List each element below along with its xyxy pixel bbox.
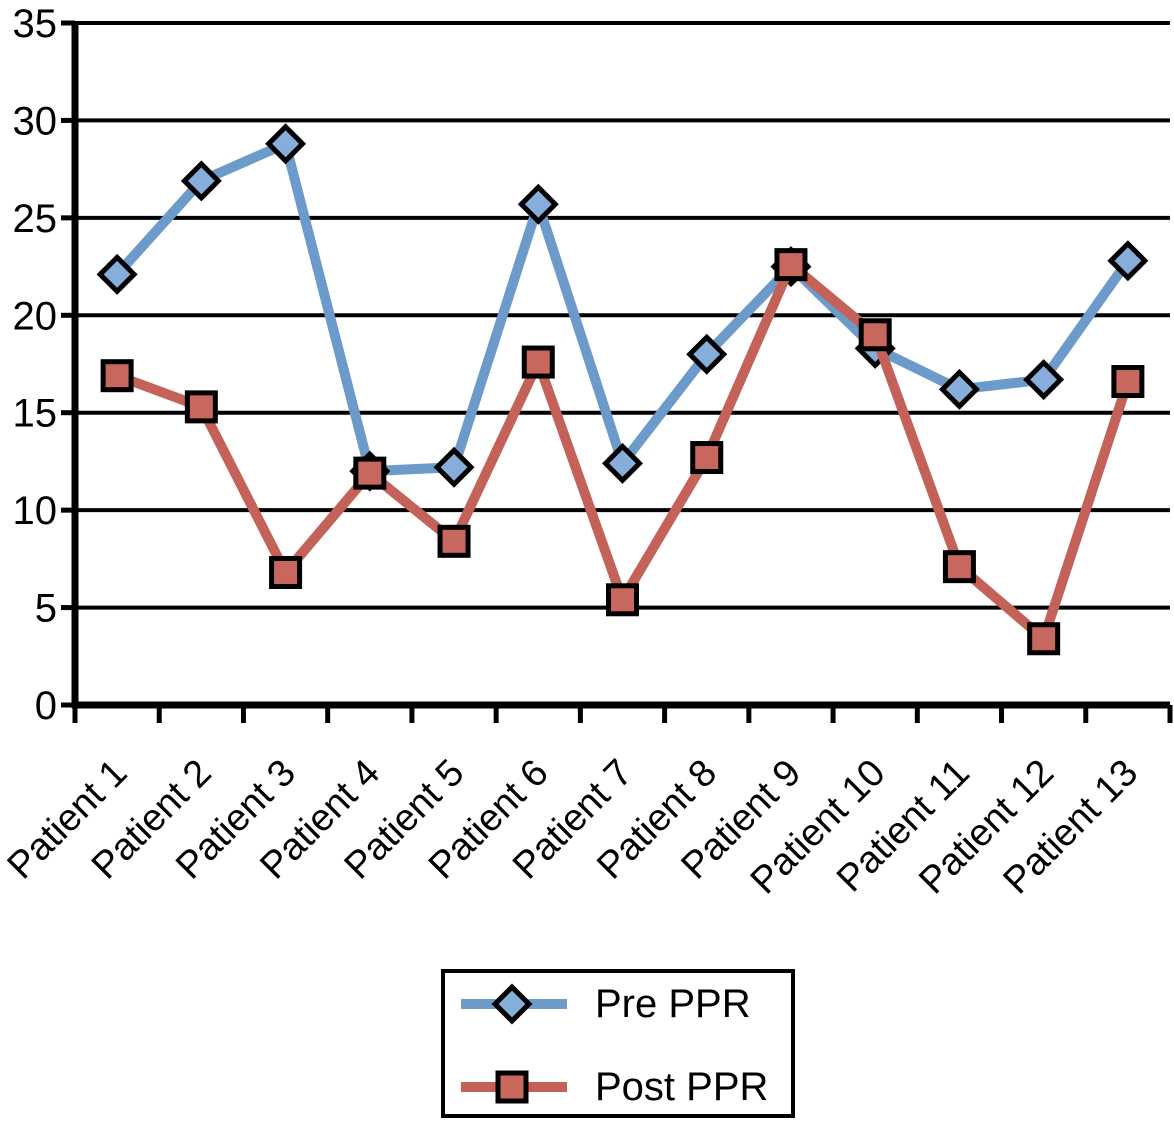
legend-label-pre-ppr: Pre PPR	[595, 982, 751, 1026]
data-point-marker-pre-ppr	[686, 333, 728, 375]
pre-ppr-line-diamond-icon	[461, 983, 567, 1025]
y-tick-label: 10	[13, 489, 58, 533]
y-tick-label: 25	[13, 197, 58, 241]
data-point-marker-pre-ppr	[433, 446, 475, 488]
data-point-marker-pre-ppr	[265, 123, 307, 165]
y-tick-label: 30	[13, 99, 58, 143]
data-point-marker-post-ppr	[1111, 365, 1145, 399]
data-point-marker-post-ppr	[690, 441, 724, 475]
data-point-marker-pre-ppr	[1107, 240, 1149, 282]
data-point-marker-post-ppr	[858, 318, 892, 352]
data-point-marker-pre-ppr	[517, 183, 559, 225]
data-point-marker-pre-ppr	[938, 368, 980, 410]
data-point-marker-pre-ppr	[1023, 359, 1065, 401]
data-point-marker-pre-ppr	[601, 442, 644, 484]
legend-label-post-ppr: Post PPR	[595, 1065, 769, 1109]
y-tick-label: 5	[35, 587, 57, 631]
data-point-marker-post-ppr	[521, 345, 555, 379]
data-point-marker-post-ppr	[774, 248, 808, 282]
y-tick-label: 0	[35, 684, 57, 728]
data-point-marker-post-ppr	[100, 359, 134, 393]
y-tick-label: 15	[13, 392, 58, 436]
y-tick-label: 20	[13, 294, 58, 338]
post-ppr-line-square-icon	[461, 1070, 567, 1104]
series-line-pre-ppr	[113, 138, 1132, 477]
data-point-marker-post-ppr	[437, 524, 471, 558]
data-point-marker-post-ppr	[1027, 622, 1061, 656]
data-point-marker-post-ppr	[353, 456, 387, 490]
data-point-marker-pre-ppr	[180, 160, 222, 202]
data-point-marker-post-ppr	[269, 555, 303, 589]
legend-item-post-ppr: Post PPR	[459, 1064, 791, 1110]
data-point-marker-post-ppr	[942, 550, 976, 584]
y-tick-label: 35	[13, 2, 58, 46]
data-point-marker-post-ppr	[184, 390, 218, 424]
legend: Pre PPR Post PPR	[441, 969, 795, 1118]
data-point-marker-pre-ppr	[96, 253, 138, 295]
legend-item-pre-ppr: Pre PPR	[459, 981, 791, 1027]
data-point-marker-post-ppr	[606, 583, 639, 617]
